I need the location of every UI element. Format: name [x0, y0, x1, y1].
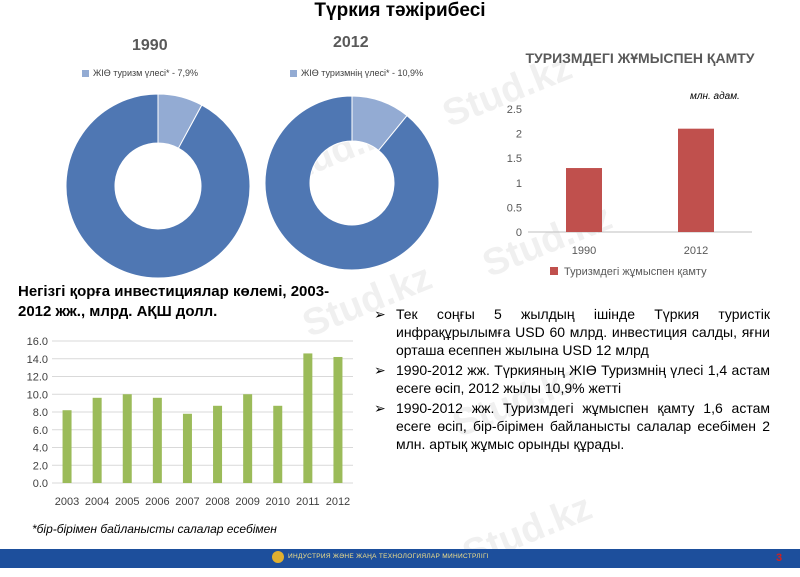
employment-y-tick: 1: [516, 178, 522, 190]
employment-chart-title: ТУРИЗМДЕГІ ЖҰМЫСПЕН ҚАМТУ: [525, 50, 755, 66]
employment-bar: [566, 168, 602, 232]
employment-legend-swatch: [550, 267, 558, 275]
donut-1990-legend-text: ЖІӨ туризм үлесі* - 7,9%: [93, 68, 199, 78]
investment-y-tick: 6.0: [33, 425, 48, 437]
bullet-text: 1990-2012 жж. Түркияның ЖІӨ Туризмнің үл…: [396, 362, 770, 396]
bullet-text: 1990-2012 жж. Туризмдегі жұмыспен қамту …: [396, 400, 770, 452]
legend-swatch: [82, 69, 89, 77]
donut-2012-chart: [264, 95, 440, 271]
investment-bar: [182, 413, 192, 483]
employment-x-tick: 1990: [572, 245, 596, 257]
employment-y-tick: 0.5: [507, 202, 522, 214]
page-number: 3: [776, 552, 783, 564]
legend-swatch: [290, 69, 297, 77]
employment-y-tick: 2: [516, 129, 522, 141]
footer-ministry-text: ИНДУСТРИЯ ЖӘНЕ ЖАҢА ТЕХНОЛОГИЯЛАР МИНИСТ…: [288, 553, 489, 560]
employment-unit: млн. адам.: [690, 91, 740, 102]
bullet-item: ➢ Тек соңғы 5 жылдың ішінде Түркия турис…: [374, 305, 770, 359]
investment-x-tick: 2012: [326, 496, 350, 508]
investment-x-tick: 2008: [205, 496, 229, 508]
donut-1990-chart: [65, 93, 251, 279]
investment-bar: [92, 397, 102, 483]
investment-chart-title: Негізгі қорға инвестициялар көлемі, 2003…: [18, 283, 330, 320]
investment-x-tick: 2007: [175, 496, 199, 508]
donut-2012-legend: ЖІӨ туризмнің үлесі* - 10,9%: [290, 68, 423, 78]
employment-y-tick: 2.5: [507, 104, 522, 116]
donut-2012-year: 2012: [333, 34, 369, 51]
investment-y-tick: 14.0: [27, 354, 48, 366]
investment-x-tick: 2004: [85, 496, 109, 508]
investment-x-tick: 2010: [266, 496, 290, 508]
investment-bar: [152, 397, 162, 483]
investment-x-tick: 2009: [235, 496, 259, 508]
bullet-list: ➢ Тек соңғы 5 жылдың ішінде Түркия турис…: [374, 305, 770, 455]
investment-y-tick: 16.0: [27, 336, 48, 348]
arrow-bullet-icon: ➢: [374, 400, 386, 416]
footer-bar: [0, 549, 800, 568]
employment-chart: 0 0.5 1 1.5 2 2.5 1990 2012 Туризмдегі жұмыспен …: [507, 104, 752, 278]
bullet-item: ➢ 1990-2012 жж. Түркияның ЖІӨ Туризмнің …: [374, 361, 770, 397]
investment-y-tick: 10.0: [27, 389, 48, 401]
investment-bar: [333, 356, 343, 483]
donut-0-rest-slice: [65, 93, 251, 279]
employment-x-tick: 2012: [684, 245, 708, 257]
footnote: *бір-бірімен байланысты салалар есебімен: [32, 522, 277, 536]
employment-y-tick: 1.5: [507, 153, 522, 165]
investment-chart: 0.0 2.0 4.0 6.0 8.0 10.0 12.0 14.0 16.0 2003 2004 2…: [27, 336, 353, 508]
employment-bar: [678, 128, 714, 232]
investment-x-tick: 2006: [145, 496, 169, 508]
bullet-text: Тек соңғы 5 жылдың ішінде Түркия туристі…: [396, 306, 770, 358]
donut-1-rest-slice: [264, 95, 440, 271]
investment-y-tick: 4.0: [33, 443, 48, 455]
investment-x-tick: 2011: [296, 496, 320, 508]
investment-bar: [213, 405, 223, 483]
arrow-bullet-icon: ➢: [374, 306, 386, 322]
employment-legend-label: Туризмдегі жұмыспен қамту: [564, 266, 707, 278]
donut-1990-year: 1990: [132, 37, 168, 54]
investment-y-tick: 8.0: [33, 407, 48, 419]
investment-x-tick: 2003: [55, 496, 79, 508]
employment-y-tick: 0: [516, 227, 522, 239]
slide-title: Түркия тәжірибесі: [314, 0, 486, 21]
investment-bar: [303, 353, 313, 483]
donut-1990-legend: ЖІӨ туризм үлесі* - 7,9%: [82, 68, 198, 78]
arrow-bullet-icon: ➢: [374, 362, 386, 378]
investment-y-tick: 12.0: [27, 372, 48, 384]
investment-bar: [273, 405, 283, 483]
emblem-icon: [272, 551, 284, 563]
investment-bar: [62, 410, 72, 483]
investment-x-tick: 2005: [115, 496, 139, 508]
investment-bar: [243, 394, 253, 483]
investment-bar: [122, 394, 132, 483]
investment-y-tick: 0.0: [33, 478, 48, 490]
donut-2012-legend-text: ЖІӨ туризмнің үлесі* - 10,9%: [301, 68, 423, 78]
bullet-item: ➢ 1990-2012 жж. Туризмдегі жұмыспен қамт…: [374, 399, 770, 453]
investment-y-tick: 2.0: [33, 460, 48, 472]
